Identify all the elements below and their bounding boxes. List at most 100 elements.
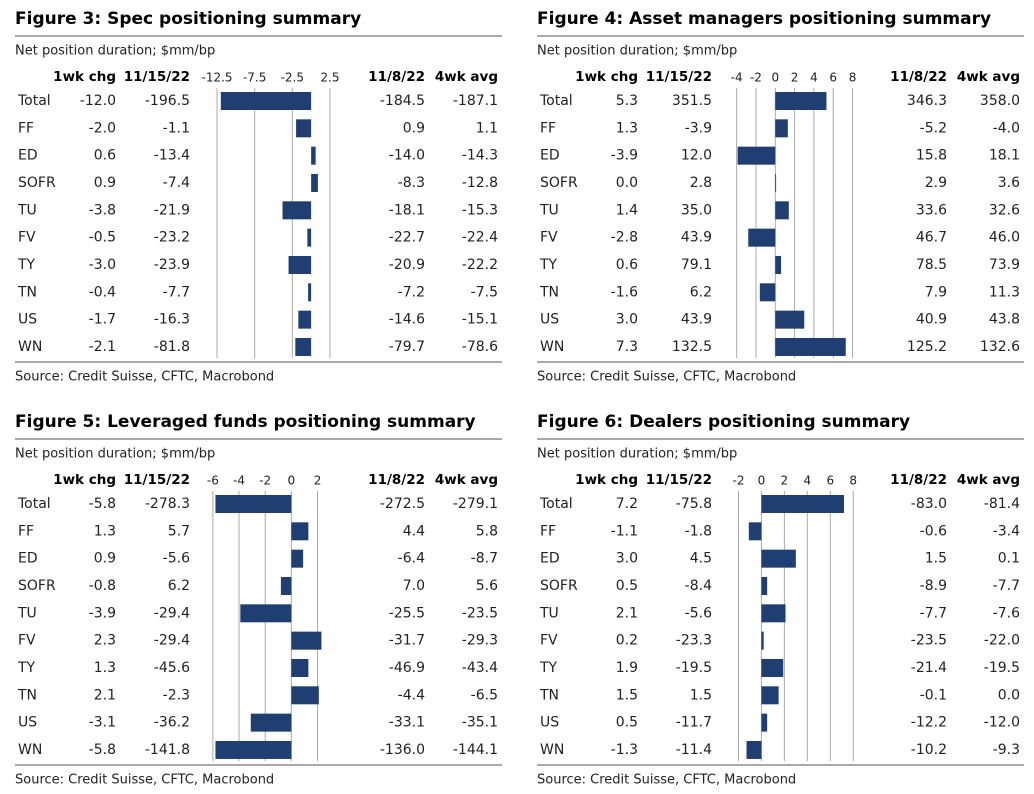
figure-title: Figure 4: Asset managers positioning sum… — [537, 9, 991, 29]
cell: -22.7 — [389, 230, 425, 246]
bar — [215, 740, 292, 759]
cell: -33.1 — [389, 715, 425, 731]
cell: 0.5 — [616, 715, 638, 731]
row-label: SOFR — [540, 175, 578, 191]
row-label: Total — [539, 93, 573, 109]
bar — [311, 173, 318, 192]
bar — [761, 631, 764, 650]
cell: -0.5 — [89, 230, 116, 246]
cell: -1.8 — [685, 523, 712, 539]
cell: 0.0 — [998, 687, 1020, 703]
cell: 32.6 — [989, 202, 1020, 218]
cell: -15.3 — [462, 202, 498, 218]
cell: -3.4 — [993, 523, 1020, 539]
bar — [291, 549, 304, 568]
cell: 18.1 — [989, 148, 1020, 164]
cell: 7.2 — [616, 496, 638, 512]
cell: -2.1 — [89, 339, 116, 355]
row-label: TU — [17, 605, 37, 621]
bar — [775, 310, 805, 329]
cell: -21.4 — [911, 660, 947, 676]
row-label: TU — [539, 202, 559, 218]
cell: 3.6 — [998, 175, 1020, 191]
subtitle: Net position duration; $mm/bp — [15, 447, 215, 462]
cell: -0.4 — [89, 284, 116, 300]
bar — [775, 337, 846, 356]
row-label: TN — [539, 687, 559, 703]
bar — [761, 604, 786, 623]
bar — [291, 686, 319, 705]
cell: 1.4 — [616, 202, 638, 218]
x-tick-label: 2 — [791, 71, 799, 85]
column-header: 11/15/22 — [124, 69, 190, 85]
bar — [775, 255, 782, 274]
bar — [761, 658, 784, 677]
cell: -25.5 — [389, 605, 425, 621]
cell: -13.4 — [154, 148, 190, 164]
x-tick-label: -4 — [731, 71, 743, 85]
cell: -2.3 — [163, 687, 190, 703]
cell: 2.3 — [94, 633, 116, 649]
bar — [215, 495, 292, 513]
cell: -141.8 — [145, 742, 190, 758]
bar — [761, 576, 768, 595]
cell: -45.6 — [154, 660, 190, 676]
cell: 5.7 — [168, 523, 190, 539]
cell: -14.3 — [462, 148, 498, 164]
cell: -1.1 — [611, 523, 638, 539]
cell: 73.9 — [989, 257, 1020, 273]
subtitle: Net position duration; $mm/bp — [537, 44, 737, 59]
row-label: WN — [18, 742, 42, 758]
cell: -5.8 — [89, 496, 116, 512]
cell: -29.4 — [154, 633, 190, 649]
cell: 43.9 — [681, 312, 712, 328]
cell: 12.0 — [681, 148, 712, 164]
cell: -22.4 — [462, 230, 498, 246]
column-header: 4wk avg — [957, 69, 1020, 85]
cell: 40.9 — [916, 312, 947, 328]
cell: -7.7 — [163, 284, 190, 300]
cell: 46.7 — [916, 230, 947, 246]
column-header: 11/15/22 — [124, 472, 190, 488]
row-label: FF — [18, 120, 34, 136]
cell: -20.9 — [389, 257, 425, 273]
cell: 0.1 — [998, 551, 1020, 567]
cell: 46.0 — [989, 230, 1020, 246]
row-label: Total — [539, 496, 573, 512]
x-tick-label: 8 — [849, 474, 857, 488]
bar — [311, 146, 316, 165]
bar — [291, 658, 309, 677]
figure-title: Figure 3: Spec positioning summary — [15, 9, 361, 29]
column-header: 1wk chg — [575, 472, 638, 488]
bar — [746, 740, 762, 759]
row-label: SOFR — [18, 578, 56, 594]
cell: 0.0 — [616, 175, 638, 191]
figure-title: Figure 6: Dealers positioning summary — [537, 412, 910, 432]
x-tick-label: 2 — [781, 474, 789, 488]
bar — [775, 173, 777, 192]
cell: -22.2 — [462, 257, 498, 273]
column-header: 11/8/22 — [890, 472, 947, 488]
x-tick-label: -2 — [259, 474, 271, 488]
bar — [761, 713, 768, 732]
cell: -8.4 — [685, 578, 712, 594]
cell: 358.0 — [980, 93, 1020, 109]
cell: -4.4 — [398, 687, 425, 703]
row-label: SOFR — [18, 175, 56, 191]
row-label: ED — [540, 148, 560, 164]
source-note: Source: Credit Suisse, CFTC, Macrobond — [537, 773, 796, 788]
cell: -272.5 — [380, 496, 425, 512]
bar — [761, 495, 845, 513]
column-header: 11/8/22 — [890, 69, 947, 85]
bar — [298, 310, 312, 329]
row-label: FV — [540, 230, 558, 246]
cell: -81.8 — [154, 339, 190, 355]
cell: 2.8 — [690, 175, 712, 191]
cell: -184.5 — [380, 93, 425, 109]
cell: -6.4 — [398, 551, 425, 567]
row-label: FF — [540, 120, 556, 136]
cell: -14.6 — [389, 312, 425, 328]
cell: -18.1 — [389, 202, 425, 218]
cell: 43.9 — [681, 230, 712, 246]
